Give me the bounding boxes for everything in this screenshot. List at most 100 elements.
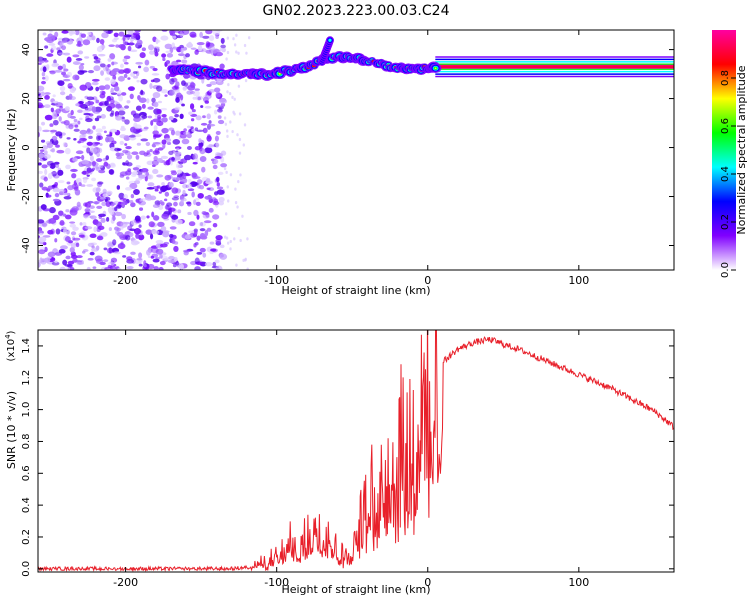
noise-blob <box>162 231 170 238</box>
noise-blob <box>48 43 56 46</box>
noise-blob <box>123 34 132 38</box>
noise-blob <box>174 113 179 118</box>
noise-blob <box>48 207 56 214</box>
noise-blob <box>38 102 44 109</box>
noise-blob <box>91 78 100 82</box>
noise-blob <box>86 184 94 187</box>
noise-blob <box>152 168 159 175</box>
noise-blob <box>193 242 197 248</box>
noise-blob <box>226 50 230 55</box>
noise-blob <box>175 163 181 169</box>
noise-blob <box>74 30 80 36</box>
noise-blob <box>109 53 116 60</box>
noise-blob <box>78 182 82 187</box>
noise-blob <box>139 207 144 211</box>
noise-blob <box>135 105 142 111</box>
noise-blob <box>227 83 230 87</box>
noise-blob <box>127 45 132 52</box>
noise-blob <box>239 173 242 177</box>
noise-blob <box>133 116 141 123</box>
noise-blob <box>227 199 230 203</box>
noise-blob <box>149 65 155 69</box>
noise-blob <box>108 102 116 109</box>
noise-blob <box>153 101 159 108</box>
noise-blob <box>108 169 114 175</box>
noise-blob <box>114 211 123 217</box>
noise-blob <box>147 263 155 270</box>
noise-blob <box>182 131 191 135</box>
noise-blob <box>110 92 118 95</box>
noise-blob <box>186 90 194 95</box>
noise-blob <box>48 217 57 224</box>
noise-blob <box>209 81 218 86</box>
noise-blob <box>98 213 106 217</box>
noise-blob <box>124 62 129 65</box>
noise-blob <box>117 152 125 157</box>
noise-blob <box>244 78 248 83</box>
noise-blob <box>145 229 153 235</box>
colorbar-label: Normalized spectral amplitude <box>735 65 748 234</box>
noise-blob <box>54 69 63 73</box>
noise-blob <box>125 176 130 180</box>
noise-blob <box>174 154 181 161</box>
snr-marks <box>38 330 674 572</box>
noise-blob <box>133 75 138 79</box>
noise-blob <box>134 124 142 130</box>
noise-blob <box>129 49 138 53</box>
spectrogram-x-tick-label: 0 <box>424 274 431 287</box>
noise-blob <box>38 85 45 92</box>
spectrogram-x-tick-label: -100 <box>264 274 289 287</box>
noise-blob <box>202 35 210 39</box>
noise-blob <box>109 128 118 133</box>
noise-blob <box>127 77 131 80</box>
noise-blob <box>102 193 109 198</box>
noise-blob <box>61 30 69 34</box>
noise-blob <box>199 148 206 155</box>
noise-blob <box>183 128 187 132</box>
snr-scale-exp: 4 <box>4 334 12 339</box>
snr-y-tick-label: 0.4 <box>21 497 32 513</box>
spectrogram-frame <box>37 29 675 271</box>
noise-blob <box>138 200 147 206</box>
noise-blob <box>179 177 188 184</box>
noise-blob <box>38 261 41 268</box>
noise-blob <box>164 43 173 50</box>
noise-blob <box>39 257 43 264</box>
noise-blob <box>200 105 204 108</box>
noise-blob <box>182 189 186 196</box>
noise-blob <box>198 142 204 148</box>
noise-blob <box>47 172 53 180</box>
noise-blob <box>138 252 143 259</box>
noise-blob <box>89 233 97 238</box>
noise-blob <box>141 103 146 109</box>
noise-blob <box>122 35 126 42</box>
noise-blob <box>225 170 228 174</box>
noise-blob <box>146 160 154 166</box>
snr-y-tick-label: 0.8 <box>21 433 32 449</box>
noise-blob <box>195 201 201 206</box>
noise-blob <box>214 259 220 264</box>
noise-blob <box>79 222 83 226</box>
noise-blob <box>219 98 228 104</box>
noise-blob <box>176 92 182 99</box>
noise-blob <box>73 137 77 141</box>
noise-blob <box>88 101 95 106</box>
snr-x-tick-label: 0 <box>424 576 431 589</box>
noise-blob <box>210 248 217 252</box>
noise-blob <box>161 213 169 220</box>
noise-blob <box>59 245 68 250</box>
noise-blob <box>196 214 200 220</box>
noise-blob <box>218 196 225 203</box>
noise-blob <box>109 113 114 117</box>
noise-blob <box>47 33 54 40</box>
noise-blob <box>233 43 237 47</box>
noise-blob <box>174 130 181 136</box>
noise-blob <box>42 66 47 73</box>
noise-blob <box>75 58 83 61</box>
noise-blob <box>38 219 45 224</box>
noise-blob <box>233 97 236 101</box>
noise-blob <box>161 113 167 118</box>
noise-blob <box>174 30 179 33</box>
noise-blob <box>84 202 92 208</box>
noise-blob <box>238 151 242 155</box>
